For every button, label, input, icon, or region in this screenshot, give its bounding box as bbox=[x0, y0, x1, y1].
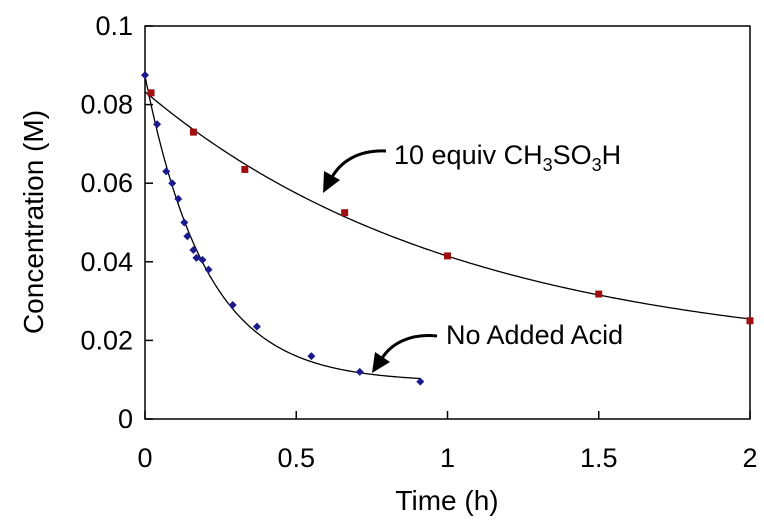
y-tick-label: 0.04 bbox=[80, 247, 133, 277]
y-tick-label: 0.02 bbox=[80, 325, 133, 355]
annotation-acid-part-1: 10 equiv CH bbox=[394, 140, 543, 170]
annotation-acid-part-3: H bbox=[602, 140, 622, 170]
data-point-diamond bbox=[416, 377, 425, 386]
y-tick-label: 0.1 bbox=[95, 11, 133, 41]
data-point-diamond bbox=[174, 194, 183, 203]
y-tick-label: 0.08 bbox=[80, 90, 133, 120]
data-point-diamond bbox=[252, 322, 261, 331]
data-point-square bbox=[595, 290, 603, 298]
annotation-arrow-no-acid bbox=[379, 334, 438, 361]
data-point-square bbox=[147, 89, 155, 97]
annotation-acid: 10 equiv CH3SO3H bbox=[394, 140, 621, 175]
x-tick-label: 0 bbox=[137, 443, 152, 473]
y-tick-label: 0 bbox=[118, 404, 133, 434]
data-points bbox=[141, 71, 754, 386]
y-axis-ticks: 0 0.02 0.04 0.06 0.08 0.1 bbox=[80, 11, 153, 434]
data-point-diamond bbox=[355, 367, 364, 376]
annotation-no-acid: No Added Acid bbox=[446, 320, 623, 350]
data-point-diamond bbox=[183, 232, 192, 241]
annotation-acid-sub-2: 3 bbox=[592, 155, 602, 175]
data-point-diamond bbox=[168, 179, 177, 188]
data-point-diamond bbox=[141, 71, 149, 80]
data-point-square bbox=[241, 165, 249, 173]
fit-curve-series-0 bbox=[144, 91, 751, 320]
x-tick-label: 1 bbox=[440, 443, 455, 473]
data-point-diamond bbox=[189, 246, 198, 255]
data-point-diamond bbox=[180, 218, 189, 227]
data-point-diamond bbox=[307, 352, 316, 361]
x-tick-label: 1.5 bbox=[580, 443, 618, 473]
data-point-diamond bbox=[153, 120, 162, 129]
annotation-arrowhead-no-acid bbox=[372, 352, 390, 373]
annotation-acid-sub-1: 3 bbox=[543, 155, 553, 175]
data-point-diamond bbox=[228, 301, 237, 310]
data-point-diamond bbox=[198, 255, 207, 264]
data-point-diamond bbox=[204, 265, 213, 274]
data-point-diamond bbox=[192, 253, 201, 262]
annotation-arrowhead-acid bbox=[323, 171, 340, 193]
x-axis-title: Time (h) bbox=[395, 485, 498, 516]
y-axis-title: Concentration (M) bbox=[18, 110, 49, 334]
data-point-diamond bbox=[162, 167, 171, 176]
annotation-acid-part-2: SO bbox=[553, 140, 592, 170]
annotation-arrow-acid bbox=[328, 149, 387, 182]
plot-frame bbox=[144, 25, 751, 420]
y-tick-label: 0.06 bbox=[80, 168, 133, 198]
data-point-square bbox=[189, 128, 197, 136]
data-point-square bbox=[444, 252, 451, 260]
x-axis-ticks: 0 0.5 1 1.5 2 bbox=[137, 411, 758, 473]
fit-curve-series-1 bbox=[144, 75, 421, 380]
x-tick-label: 0.5 bbox=[277, 443, 315, 473]
x-tick-label: 2 bbox=[742, 443, 757, 473]
data-point-square bbox=[746, 317, 754, 325]
data-point-square bbox=[341, 209, 349, 217]
